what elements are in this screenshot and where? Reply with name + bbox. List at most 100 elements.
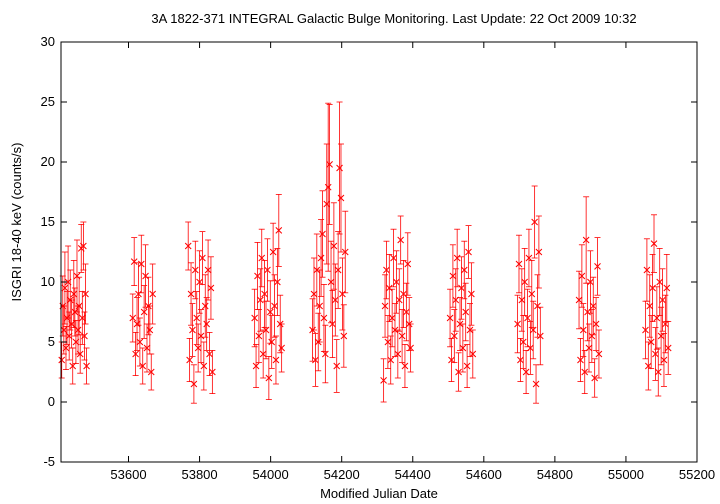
point-marker: [528, 290, 536, 298]
point-marker: [534, 302, 541, 310]
point-marker: [646, 302, 654, 310]
y-tick-label: 30: [41, 34, 55, 49]
point-marker: [310, 290, 318, 298]
point-marker: [585, 344, 593, 352]
data-point: [196, 250, 203, 314]
point-marker: [331, 296, 339, 304]
point-marker: [326, 161, 333, 168]
chart-title: 3A 1822-371 INTEGRAL Galactic Bulge Moni…: [151, 11, 636, 26]
point-marker: [578, 272, 586, 280]
data-point: [397, 215, 405, 265]
data-point: [201, 274, 209, 338]
data-point: [531, 185, 538, 259]
data-point: [264, 238, 271, 302]
data-point: [654, 347, 662, 397]
data-point: [460, 240, 468, 300]
data-point: [268, 315, 276, 369]
data-point: [380, 358, 387, 403]
point-marker: [261, 290, 268, 298]
point-marker: [458, 284, 465, 292]
data-point: [575, 270, 583, 330]
data-point: [339, 257, 346, 331]
point-marker: [529, 326, 537, 334]
point-marker: [333, 362, 341, 370]
point-marker: [323, 200, 331, 208]
data-point: [278, 323, 285, 373]
point-marker: [450, 332, 458, 340]
data-point: [594, 237, 601, 296]
point-marker: [649, 284, 656, 292]
point-marker: [380, 377, 387, 384]
data-point: [404, 232, 412, 296]
point-marker: [268, 338, 276, 346]
data-point: [514, 294, 521, 354]
point-marker: [519, 338, 527, 346]
point-marker: [469, 350, 477, 358]
data-point: [82, 263, 89, 325]
data-point: [340, 304, 348, 368]
data-point: [323, 143, 331, 265]
point-marker: [459, 344, 467, 352]
data-point: [385, 253, 393, 323]
data-point: [395, 268, 403, 332]
data-point: [143, 323, 151, 373]
point-marker: [383, 266, 390, 274]
point-marker: [76, 350, 84, 358]
data-point: [388, 288, 396, 348]
x-tick-label: 54800: [537, 467, 573, 482]
point-marker: [532, 380, 540, 388]
point-marker: [336, 164, 343, 172]
point-marker: [140, 308, 148, 316]
point-marker: [207, 284, 215, 292]
data-point: [199, 231, 206, 285]
data-point: [400, 259, 407, 329]
data-point: [591, 358, 599, 398]
data-point: [136, 317, 144, 367]
x-tick-label: 54600: [466, 467, 502, 482]
data-point: [184, 221, 192, 271]
data-point: [403, 282, 410, 342]
data-point: [579, 303, 587, 357]
point-marker: [384, 338, 392, 346]
point-marker: [265, 374, 273, 382]
data-point: [582, 196, 590, 284]
data-point: [578, 244, 586, 308]
data-point: [390, 228, 397, 288]
data-point: [140, 285, 148, 339]
data-point: [650, 214, 658, 273]
data-point: [206, 331, 213, 377]
data-point: [453, 228, 461, 288]
point-marker: [316, 302, 324, 310]
data-point: [448, 337, 455, 383]
point-marker: [193, 314, 201, 322]
point-marker: [659, 296, 666, 304]
data-point: [194, 323, 202, 373]
data-point: [663, 253, 671, 323]
data-point: [189, 303, 196, 357]
point-marker: [398, 332, 406, 340]
point-marker: [256, 296, 264, 304]
point-marker: [517, 356, 524, 364]
point-marker: [81, 332, 88, 340]
data-point: [468, 262, 475, 326]
data-point: [266, 280, 274, 344]
x-tick-label: 54200: [324, 467, 360, 482]
point-marker: [390, 254, 397, 262]
data-point: [137, 234, 145, 294]
data-point: [58, 341, 66, 379]
data-point: [130, 237, 138, 287]
data-point: [656, 247, 664, 317]
point-marker: [80, 242, 87, 250]
point-marker: [403, 308, 410, 316]
point-marker: [319, 230, 326, 238]
data-point: [381, 274, 389, 338]
point-marker: [387, 356, 395, 364]
point-marker: [320, 314, 328, 322]
point-marker: [536, 332, 544, 340]
data-point: [312, 333, 319, 387]
point-marker: [388, 314, 396, 322]
data-points: [58, 101, 672, 404]
point-marker: [575, 296, 583, 304]
point-marker: [535, 248, 543, 256]
y-tick-label: 10: [41, 274, 55, 289]
